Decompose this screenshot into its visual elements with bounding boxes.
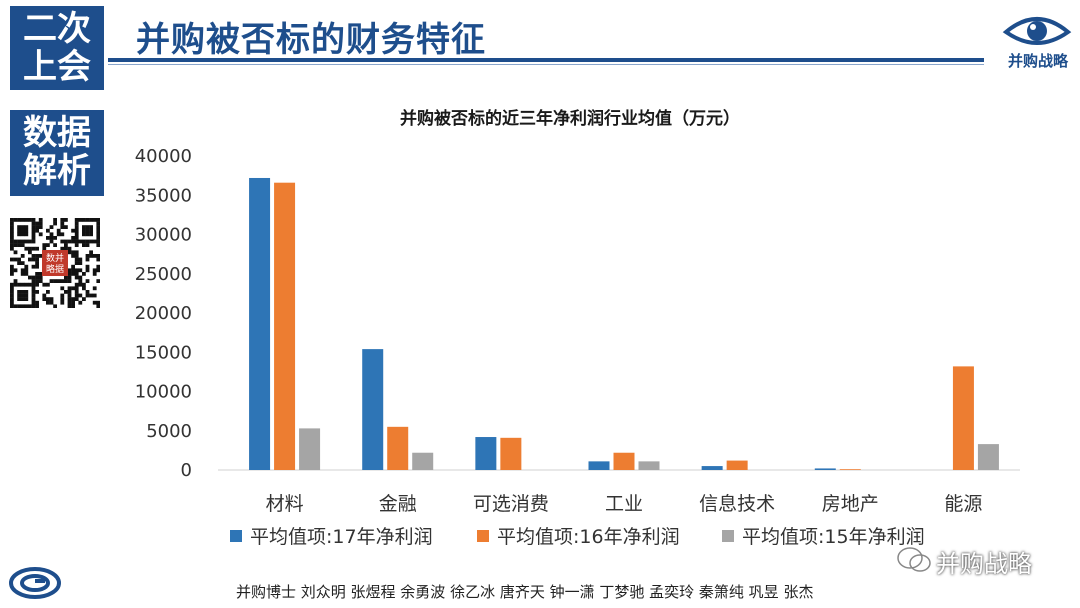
y-tick-label: 35000	[135, 185, 192, 206]
eye-logo-icon	[1002, 17, 1072, 45]
qr-code-icon[interactable]: 数并 略据	[10, 218, 100, 308]
badge-line: 解析	[23, 151, 91, 191]
wechat-icon	[897, 547, 931, 572]
bar-3-7	[977, 444, 999, 470]
category-label: 材料	[266, 493, 304, 515]
legend-swatch	[230, 530, 242, 542]
y-tick-label: 0	[181, 460, 192, 481]
qr-seal-text: 略据	[46, 263, 64, 275]
badge-line: 上会	[23, 47, 91, 87]
bar-1-1	[249, 177, 271, 470]
y-tick-label: 15000	[135, 342, 192, 363]
qr-seal-text: 数并	[46, 252, 64, 264]
legend-label: 平均值项:15年净利润	[742, 526, 925, 548]
legend-label: 平均值项:16年净利润	[497, 526, 680, 548]
author-list: 并购博士 刘众明 张煜程 余勇波 徐乙冰 唐齐天 钟一潇 丁梦驰 孟奕玲 秦箫纯…	[236, 583, 814, 601]
header-divider	[108, 58, 984, 62]
y-tick-label: 5000	[146, 421, 192, 442]
legend-label: 平均值项:17年净利润	[250, 526, 433, 548]
bar-2-4	[613, 452, 635, 470]
y-axis: 0 5000 10000 15000 20000 25000 30000 35000 40000	[135, 146, 192, 481]
brand-name: 并购战略	[1007, 52, 1068, 70]
watermark-text: 并购战略	[898, 544, 1032, 579]
company-logo-icon	[9, 567, 61, 599]
y-tick-label: 25000	[135, 264, 192, 285]
category-label: 房地产	[822, 493, 879, 515]
y-tick-label: 30000	[135, 225, 192, 246]
page-title: 并购被否标的财务特征	[136, 20, 486, 60]
y-tick-label: 10000	[135, 382, 192, 403]
badge-data-analysis: 数据 解析	[10, 110, 104, 196]
bar-2-3	[500, 437, 522, 470]
bar-1-3	[475, 437, 497, 470]
legend: 平均值项:17年净利润 平均值项:16年净利润 平均值项:15年净利润	[230, 526, 925, 548]
bar-3-4	[638, 461, 660, 470]
y-tick-label: 40000	[135, 146, 192, 167]
bar-3-1	[299, 428, 321, 470]
bar-2-1	[274, 182, 296, 470]
bar-2-7	[952, 366, 974, 470]
bars-group	[249, 177, 999, 470]
bar-2-5	[726, 460, 748, 470]
category-label: 工业	[605, 493, 643, 515]
bar-3-2	[412, 452, 434, 470]
y-tick-label: 20000	[135, 303, 192, 324]
header-divider-thin	[108, 64, 984, 65]
watermark-label: 并购战略	[936, 550, 1032, 578]
category-label: 可选消费	[473, 493, 549, 515]
bar-1-2	[362, 349, 384, 470]
bar-1-4	[588, 461, 610, 470]
badge-second-review: 二次 上会	[10, 6, 104, 90]
legend-swatch	[477, 530, 489, 542]
category-label: 金融	[379, 493, 417, 515]
chart-title: 并购被否标的近三年净利润行业均值（万元）	[400, 108, 740, 129]
legend-swatch	[722, 530, 734, 542]
bar-2-6	[839, 469, 861, 470]
category-label: 信息技术	[699, 493, 775, 515]
x-axis: 材料 金融 可选消费 工业 信息技术 房地产 能源	[266, 493, 983, 515]
badge-line: 数据	[23, 113, 91, 153]
category-label: 能源	[944, 493, 982, 515]
net-profit-bar-chart: 并购被否标的近三年净利润行业均值（万元） 0 5000 10000 15000 2000…	[135, 108, 1020, 548]
bar-2-2	[387, 426, 409, 470]
bar-1-6	[814, 468, 836, 470]
qr-center-seal	[42, 250, 68, 276]
badge-line: 二次	[23, 9, 91, 49]
bar-1-5	[701, 466, 723, 470]
